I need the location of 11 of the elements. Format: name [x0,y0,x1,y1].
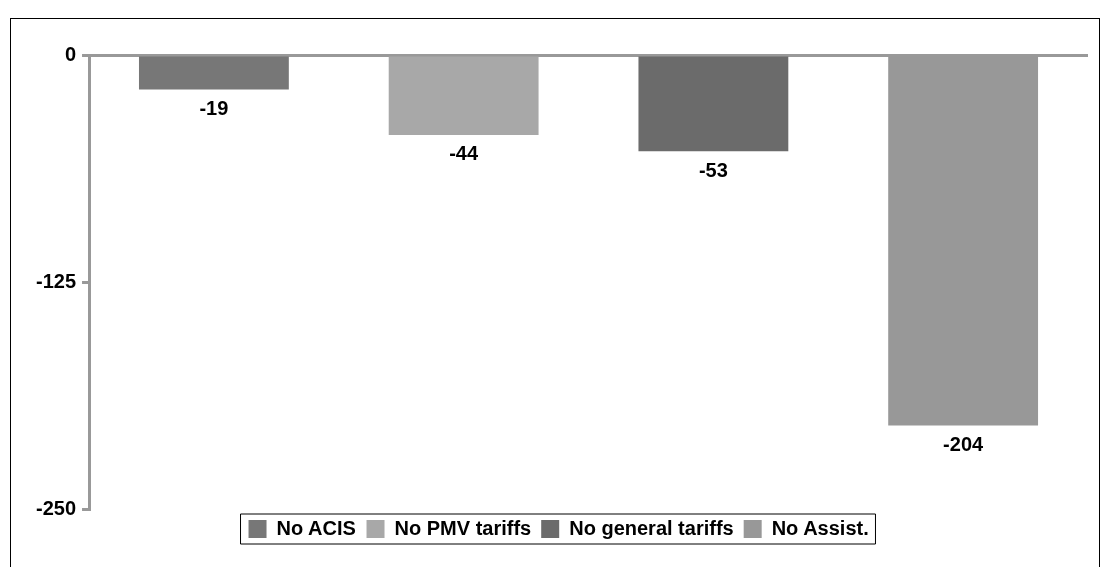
legend-label: No PMV tariffs [394,516,532,539]
data-label: -19 [199,97,229,120]
legend-label: No Assist. [771,516,869,539]
data-label: -53 [698,158,728,181]
y-tick-label: -250 [36,496,77,519]
data-label: -44 [449,142,479,165]
legend-label: No general tariffs [569,516,734,539]
data-label: -204 [943,432,985,455]
legend-label: No ACIS [276,516,356,539]
y-tick-label: -125 [36,269,77,292]
y-tick-label: 0 [64,42,77,65]
